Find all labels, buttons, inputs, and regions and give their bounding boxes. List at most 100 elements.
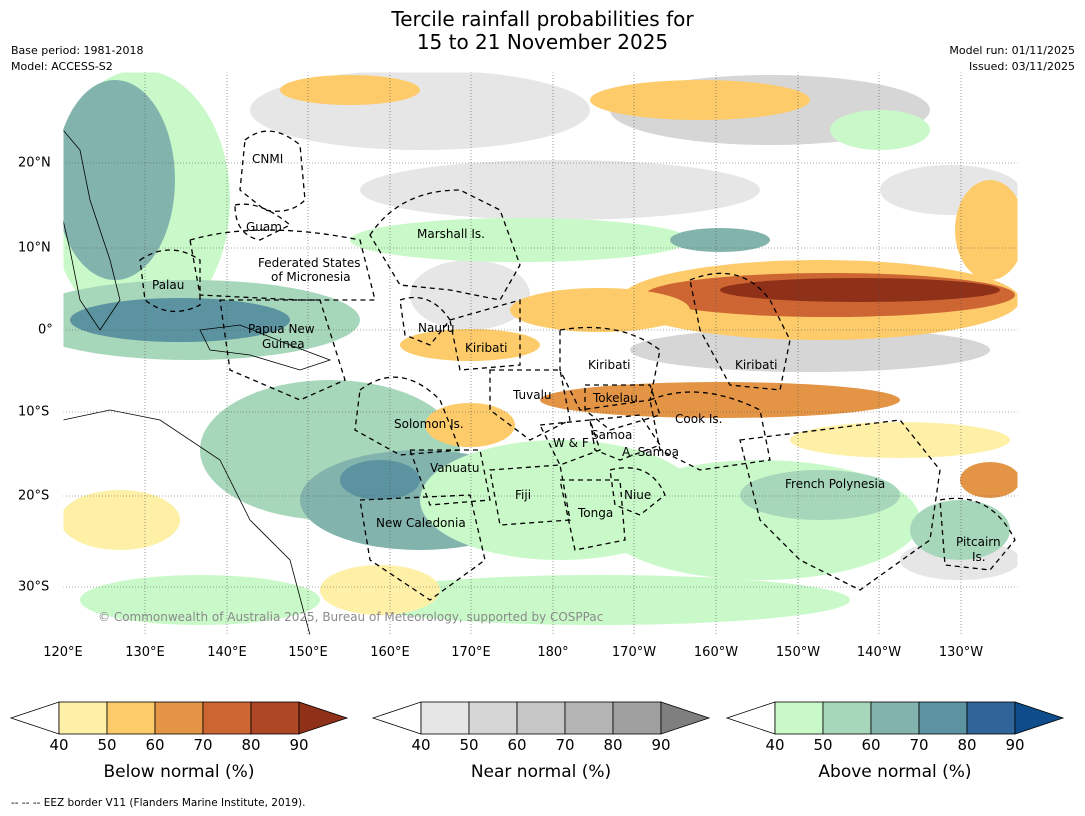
lat-label: 20°S	[18, 488, 50, 504]
eez-border-new-caledonia	[359, 494, 486, 601]
below-normal-area	[590, 80, 810, 120]
above-normal-area	[63, 80, 175, 280]
below-normal-area	[960, 462, 1018, 498]
below-normal-area	[280, 75, 420, 105]
eez-border-pitcairn	[939, 497, 1016, 571]
colorbar-tick: 40	[411, 736, 431, 754]
eez-border-tuvalu	[489, 369, 571, 441]
below-normal-area	[720, 278, 1000, 302]
below-normal-area	[320, 565, 440, 615]
region-label-new-caledonia: New Caledonia	[376, 516, 466, 530]
colorbar-segment	[154, 701, 204, 735]
copyright-notice: © Commonwealth of Australia 2025, Bureau…	[98, 610, 603, 624]
colorbar-extend-high	[1014, 701, 1065, 735]
region-label-kiribati-east: Kiribati	[735, 358, 777, 372]
region-label-cook: Cook Is.	[675, 412, 722, 426]
lon-label: 130°E	[125, 645, 165, 660]
colorbar-segment	[516, 701, 566, 735]
lon-label: 170°E	[451, 645, 491, 660]
colorbar-below-normal	[9, 701, 349, 735]
lon-label: 180°	[537, 645, 569, 660]
colorbar-tick: 50	[813, 736, 833, 754]
eez-border-kiribati-central	[559, 326, 661, 411]
chart-title-line1: Tercile rainfall probabilities for	[391, 7, 694, 31]
eez-border-wf	[538, 419, 601, 466]
lat-label: 10°S	[18, 404, 50, 420]
probability-field: CNMI Guam Marshall Is. Federated States …	[63, 72, 1018, 635]
below-normal-area	[790, 422, 1010, 458]
colorbar-segment	[774, 701, 824, 735]
colorbar-tick: 90	[1005, 736, 1025, 754]
eez-border-tokelau	[584, 384, 661, 431]
region-label-tokelau: Tokelau	[592, 391, 638, 405]
colorbar-tick: 90	[651, 736, 671, 754]
above-normal-area	[70, 298, 290, 342]
colorbar-segment	[202, 701, 252, 735]
model-label: Model: ACCESS-S2	[11, 60, 113, 73]
region-label-kiribati-west: Kiribati	[465, 341, 507, 355]
below-normal-area	[400, 329, 540, 361]
map-frame	[62, 71, 1019, 636]
region-label-niue: Niue	[624, 488, 651, 502]
eez-border-palau	[139, 249, 201, 312]
colorbar-extend-low	[371, 701, 422, 735]
colorbar-near-normal	[371, 701, 711, 735]
region-label-png-line1: Papua New	[248, 322, 315, 336]
new-guinea-coastline	[199, 324, 332, 371]
colorbar-tick: 60	[861, 736, 881, 754]
colorbar-title-near: Near normal (%)	[470, 762, 612, 782]
region-label-kiribati-central: Kiribati	[588, 358, 630, 372]
region-label-cnmi: CNMI	[252, 152, 283, 166]
lon-label: 150°W	[775, 645, 821, 660]
above-normal-area	[350, 218, 690, 262]
colorbar-segment	[58, 701, 108, 735]
region-label-palau: Palau	[152, 278, 184, 292]
region-label-tuvalu: Tuvalu	[512, 388, 552, 402]
map-panel: CNMI Guam Marshall Is. Federated States …	[62, 71, 1019, 636]
region-label-png-line2: Guinea	[262, 337, 305, 351]
colorbar-tick: 60	[507, 736, 527, 754]
below-normal-area	[540, 382, 900, 418]
chart-title-line2: 15 to 21 November 2025	[416, 30, 669, 54]
eez-border-french-polynesia	[739, 419, 941, 591]
colorbar-segment	[250, 701, 300, 735]
model-run-label: Model run: 01/11/2025	[949, 44, 1075, 57]
above-normal-area	[340, 460, 420, 500]
lat-label: 20°N	[18, 155, 51, 171]
colorbar-tick: 80	[957, 736, 977, 754]
colorbar-segment	[612, 701, 662, 735]
australia-coastline	[63, 409, 311, 635]
region-label-nauru: Nauru	[418, 321, 454, 335]
lat-label: 10°N	[18, 240, 51, 256]
colorbar-tick: 50	[459, 736, 479, 754]
colorbar-segment	[822, 701, 872, 735]
region-label-fsm-line2: of Micronesia	[271, 270, 351, 284]
colorbar-segment	[420, 701, 470, 735]
region-label-marshall: Marshall Is.	[417, 227, 485, 241]
colorbar-tick: 70	[193, 736, 213, 754]
colorbar-above-normal	[725, 701, 1065, 735]
eez-border-fsm	[189, 229, 376, 301]
above-normal-area	[830, 110, 930, 150]
region-labels: CNMI Guam Marshall Is. Federated States …	[152, 152, 1001, 564]
eez-border-kiribati-west	[449, 299, 521, 371]
below-normal-area	[510, 288, 690, 332]
colorbar-tick: 40	[49, 736, 69, 754]
eez-note: -- -- -- EEZ border V11 (Flanders Marine…	[11, 797, 306, 809]
colorbar-tick: 80	[603, 736, 623, 754]
issued-label: Issued: 03/11/2025	[968, 60, 1075, 73]
region-label-solomon: Solomon Is.	[394, 417, 464, 431]
lon-label: 170°W	[611, 645, 657, 660]
lon-label: 160°E	[370, 645, 410, 660]
lon-label: 150°E	[288, 645, 328, 660]
lon-label: 140°W	[856, 645, 902, 660]
eez-borders	[139, 130, 1016, 601]
colorbar-tick: 70	[555, 736, 575, 754]
eez-border-vanuatu	[409, 449, 491, 506]
eez-border-cook	[649, 391, 771, 471]
philippines-coastline	[63, 129, 121, 331]
region-label-french-polynesia: French Polynesia	[785, 477, 885, 491]
colorbar-tick: 90	[289, 736, 309, 754]
lon-label: 120°E	[43, 645, 83, 660]
